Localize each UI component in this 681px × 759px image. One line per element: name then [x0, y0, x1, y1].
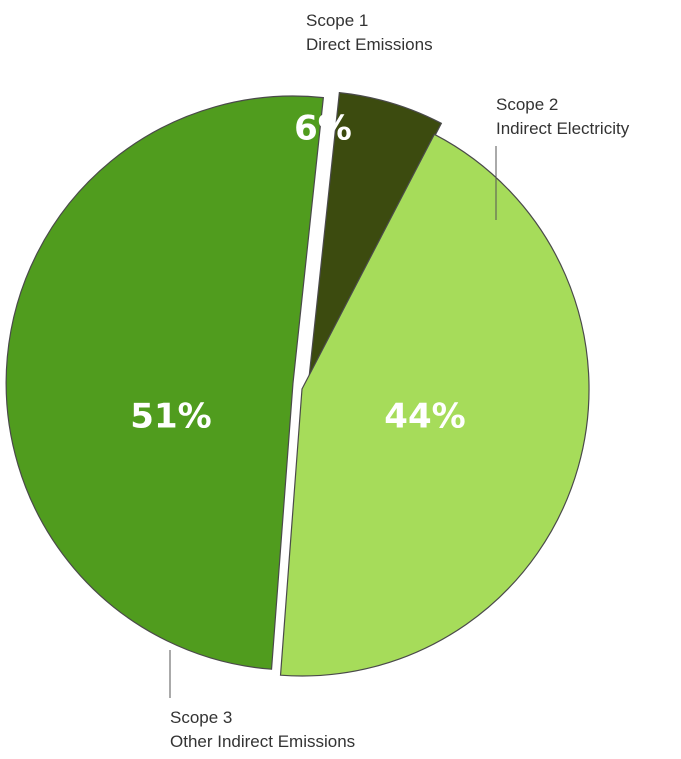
- value-label-scope-3: 51%: [130, 397, 211, 437]
- value-label-scope-2: 44%: [384, 397, 465, 437]
- category-label-line1: Scope 3: [170, 708, 232, 727]
- leader-lines: [169, 146, 497, 698]
- category-label-scope-1: Scope 1 Direct Emissions: [306, 11, 433, 54]
- pie-slices: [5, 91, 590, 677]
- value-label-scope-1: 6%: [294, 109, 352, 149]
- category-label-line2: Other Indirect Emissions: [170, 732, 355, 751]
- category-label-line1: Scope 1: [306, 11, 368, 30]
- category-label-line1: Scope 2: [496, 95, 558, 114]
- category-label-scope-2: Scope 2 Indirect Electricity: [496, 95, 630, 138]
- pie-slice-scope-1: [308, 91, 443, 379]
- pie-slice-scope-2: [279, 133, 590, 677]
- category-label-line2: Direct Emissions: [306, 35, 433, 54]
- category-label-scope-3: Scope 3 Other Indirect Emissions: [170, 708, 355, 751]
- slice-labels: 6% Scope 1 Direct Emissions 44% Scope 2 Indir…: [130, 11, 629, 751]
- category-label-line2: Indirect Electricity: [496, 119, 630, 138]
- pie-slice-scope-3: [5, 95, 325, 670]
